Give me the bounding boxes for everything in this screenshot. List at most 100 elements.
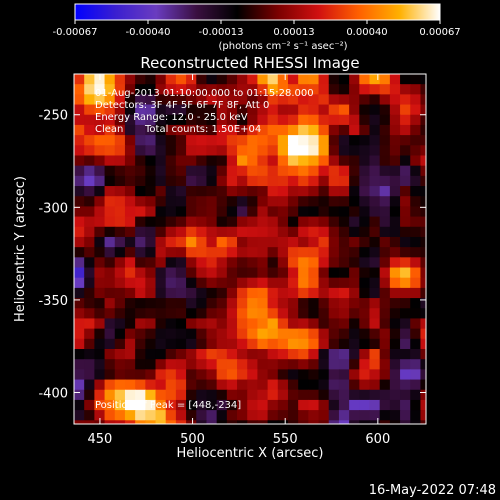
heatmap-cell — [369, 389, 381, 401]
heatmap-cell — [165, 94, 177, 106]
heatmap-cell — [267, 216, 279, 228]
heatmap-cell — [196, 379, 208, 391]
heatmap-cell — [298, 74, 309, 85]
heatmap-cell — [287, 104, 299, 116]
heatmap-cell — [74, 247, 85, 258]
heatmap-cell — [298, 124, 309, 136]
heatmap-cell — [206, 165, 218, 177]
heatmap-cell — [308, 206, 320, 218]
heatmap-cell — [247, 420, 259, 424]
heatmap-cell — [114, 196, 126, 208]
heatmap-cell — [135, 328, 146, 340]
heatmap-cell — [196, 267, 208, 279]
heatmap-cell — [389, 206, 401, 218]
heatmap-cell — [349, 114, 360, 126]
heatmap-cell — [410, 226, 422, 238]
heatmap-cell — [369, 155, 381, 167]
heatmap-cell — [247, 389, 259, 401]
heatmap-cell — [267, 359, 279, 370]
heatmap-cell — [74, 104, 85, 116]
heatmap-cell — [196, 389, 208, 401]
heatmap-cell — [328, 420, 340, 424]
heatmap-cell — [175, 369, 187, 381]
heatmap-cell — [328, 226, 340, 238]
heatmap-cell — [287, 247, 299, 258]
heatmap-cell — [338, 308, 350, 320]
heatmap-cell — [389, 216, 401, 228]
heatmap-cell — [114, 338, 126, 350]
heatmap-cell — [400, 135, 411, 146]
heatmap-cell — [247, 277, 259, 289]
heatmap-cell — [186, 226, 197, 238]
heatmap-cell — [247, 349, 259, 360]
heatmap-cell — [226, 74, 238, 85]
heatmap-cell — [104, 399, 116, 411]
heatmap-cell — [175, 328, 187, 340]
heatmap-cell — [349, 257, 360, 269]
heatmap-cell — [410, 236, 422, 248]
heatmap-cell — [216, 175, 228, 187]
heatmap-cell — [226, 165, 238, 177]
heatmap-cell — [349, 389, 360, 401]
heatmap-cell — [145, 267, 157, 279]
heatmap-cell — [267, 247, 279, 258]
heatmap-cell — [267, 308, 279, 320]
heatmap-cell — [216, 420, 228, 424]
heatmap-cell — [420, 206, 426, 218]
heatmap-cell — [226, 298, 238, 309]
heatmap-cell — [277, 84, 289, 95]
render-timestamp: 16-May-2022 07:48 — [369, 483, 496, 498]
heatmap-cell — [400, 298, 411, 309]
heatmap-cell — [257, 124, 269, 136]
heatmap-cell — [114, 74, 126, 85]
heatmap-cell — [369, 94, 381, 106]
heatmap-cell — [287, 328, 299, 340]
heatmap-cell — [216, 104, 228, 116]
heatmap-cell — [206, 349, 218, 360]
heatmap-cell — [135, 349, 146, 360]
heatmap-cell — [318, 338, 330, 350]
heatmap-cell — [287, 74, 299, 85]
heatmap-cell — [267, 226, 279, 238]
heatmap-cell — [369, 145, 381, 157]
heatmap-cell — [114, 257, 126, 269]
heatmap-cell — [359, 389, 371, 401]
heatmap-cell — [104, 206, 116, 218]
heatmap-cell — [124, 124, 136, 136]
heatmap-cell — [287, 216, 299, 228]
heatmap-cell — [226, 186, 238, 197]
heatmap-cell — [298, 247, 309, 258]
heatmap-cell — [74, 74, 85, 85]
heatmap-cell — [318, 359, 330, 370]
heatmap-cell — [389, 257, 401, 269]
heatmap-cell — [389, 389, 401, 401]
heatmap-cell — [216, 135, 228, 146]
heatmap-cell — [389, 186, 401, 197]
heatmap-cell — [328, 267, 340, 279]
heatmap-cell — [277, 267, 289, 279]
heatmap-cell — [226, 389, 238, 401]
heatmap-cell — [145, 247, 157, 258]
heatmap-cell — [389, 104, 401, 116]
heatmap-cell — [318, 104, 330, 116]
heatmap-cell — [410, 155, 422, 167]
heatmap-cell — [216, 257, 228, 269]
heatmap-cell — [308, 196, 320, 208]
heatmap-cell — [287, 94, 299, 106]
heatmap-cell — [114, 114, 126, 126]
heatmap-cell — [318, 186, 330, 197]
heatmap-cell — [104, 135, 116, 146]
heatmap-cell — [94, 257, 106, 269]
heatmap-cell — [175, 216, 187, 228]
heatmap-cell — [287, 277, 299, 289]
heatmap-cell — [420, 104, 426, 116]
y-axis-label: Heliocentric Y (arcsec) — [13, 176, 28, 322]
heatmap-cell — [379, 196, 391, 208]
heatmap-cell — [94, 124, 106, 136]
heatmap-cell — [104, 114, 116, 126]
heatmap-cell — [237, 308, 248, 320]
heatmap-cell — [145, 114, 157, 126]
heatmap-cell — [84, 349, 95, 360]
heatmap-cell — [84, 308, 95, 320]
heatmap-cells — [74, 74, 426, 424]
